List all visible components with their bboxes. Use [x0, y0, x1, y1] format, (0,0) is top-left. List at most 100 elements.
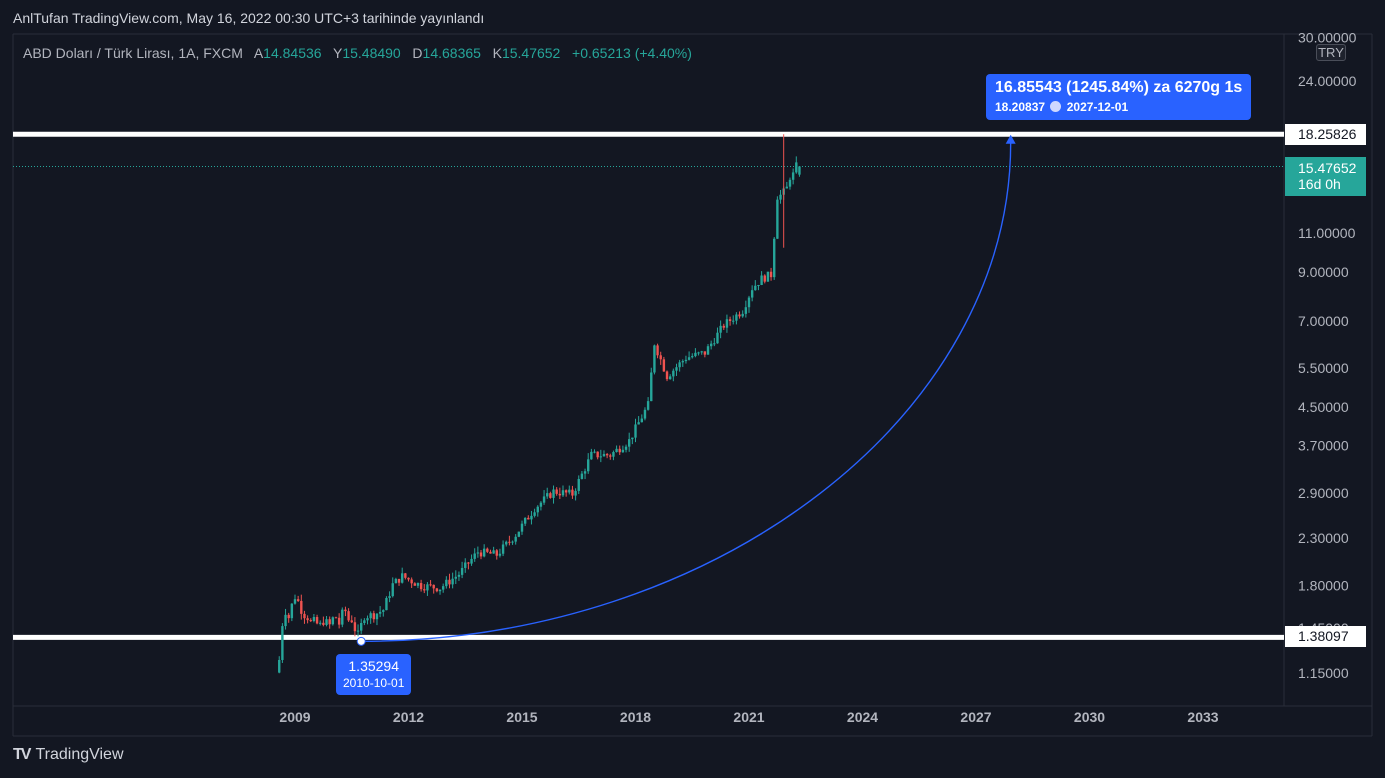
currency-button[interactable]: TRY: [1316, 44, 1346, 61]
candle-body: [580, 473, 584, 479]
candle-body: [492, 550, 495, 554]
candle-body: [309, 620, 312, 622]
candle-body: [445, 579, 448, 587]
candle-body: [315, 617, 319, 624]
candle-body: [378, 611, 382, 614]
low-label: D: [412, 45, 423, 61]
candle-body: [754, 285, 757, 291]
projection-curve: [361, 142, 1012, 643]
candle-body: [668, 376, 672, 380]
candle-body: [665, 371, 669, 380]
time-tick-label: 2015: [506, 709, 537, 725]
candle-body: [599, 456, 603, 458]
time-tick-label: 2018: [620, 709, 651, 725]
candle-body: [653, 345, 656, 373]
candle-body: [539, 502, 543, 507]
candle-body: [451, 578, 454, 585]
candle-body: [296, 599, 300, 601]
candle-body: [363, 620, 366, 624]
time-tick-label: 2012: [393, 709, 424, 725]
candle-body: [593, 451, 596, 453]
candle-body: [385, 598, 388, 611]
candle-body: [773, 238, 776, 278]
candle-body: [552, 489, 555, 498]
candle-body: [517, 531, 521, 537]
candle-body: [520, 523, 524, 532]
candle-body: [542, 496, 546, 503]
candle-body: [703, 351, 707, 355]
candle-body: [353, 622, 357, 632]
tradingview-logo-icon: TV: [13, 746, 32, 763]
close-label: K: [492, 45, 502, 61]
symbol-name[interactable]: ABD Doları / Türk Lirası, 1A, FXCM: [23, 45, 243, 61]
current-price-value: 15.47652: [1298, 160, 1357, 176]
candle-body: [564, 490, 568, 493]
candle-body: [388, 596, 391, 599]
candle-body: [489, 551, 492, 554]
candle-body: [347, 611, 350, 621]
price-tick-label: 24.00000: [1298, 73, 1357, 89]
candle-body: [341, 609, 344, 625]
price-tick-label: 3.70000: [1298, 437, 1349, 453]
candle-body: [372, 613, 376, 620]
price-tick-label: 30.00000: [1298, 30, 1357, 46]
close-value: 15.47652: [501, 45, 561, 61]
candle-body: [448, 579, 451, 585]
candle-body: [505, 541, 508, 545]
candle-body: [643, 409, 647, 419]
candle-body: [426, 584, 429, 591]
candle-body: [416, 583, 420, 586]
time-tick-label: 2021: [733, 709, 764, 725]
candle-body: [700, 351, 703, 353]
candle-body: [687, 357, 691, 360]
projection-arrowhead: [1005, 134, 1016, 144]
candle-body: [574, 490, 577, 496]
candle-body: [328, 619, 331, 625]
candle-body: [738, 314, 741, 317]
candle-body: [624, 446, 628, 450]
measure-callout: 16.85543 (1245.84%) za 6270g 1s 18.20837…: [986, 74, 1252, 120]
candle-body: [546, 493, 549, 497]
price-tick-label: 1.80000: [1298, 578, 1349, 594]
candle-body: [281, 626, 284, 660]
candle-body: [558, 493, 562, 496]
candle-body: [429, 584, 432, 586]
candle-body: [725, 319, 729, 328]
candle-body: [555, 489, 558, 494]
candle-body: [284, 614, 287, 627]
candle-body: [369, 613, 372, 619]
candle-body: [479, 552, 483, 557]
candle-body: [464, 562, 467, 568]
candle-body: [300, 600, 303, 614]
candle-body: [394, 578, 398, 584]
candle-body: [467, 562, 470, 564]
candle-body: [590, 451, 593, 460]
candle-body: [583, 471, 587, 474]
candle-body: [744, 307, 748, 314]
candle-body: [776, 199, 779, 239]
candle-body: [495, 550, 498, 556]
candle-body: [397, 578, 401, 583]
candle-body: [404, 573, 407, 578]
candle-body: [561, 490, 565, 496]
start-point-date: 2010-10-01: [343, 676, 405, 690]
start-point-price: 1.35294: [348, 658, 399, 674]
start-point-callout: 1.35294 2010-10-01: [336, 654, 412, 695]
candle-body: [681, 361, 684, 363]
candle-body: [501, 544, 505, 554]
candle-body: [577, 478, 580, 491]
tradingview-logo[interactable]: TV TradingView: [13, 746, 124, 764]
candle-body: [798, 166, 801, 175]
projection-start-point: [356, 636, 366, 646]
candle-body: [356, 630, 360, 632]
candle-body: [722, 325, 725, 328]
lower-level-label: 1.38097: [1285, 626, 1366, 647]
candle-body: [460, 567, 464, 575]
candle-body: [795, 162, 798, 173]
candle-body: [366, 618, 369, 621]
candle-body: [400, 573, 404, 583]
candle-body: [290, 603, 294, 619]
candle-body: [750, 290, 754, 298]
logo-text: TradingView: [35, 746, 124, 763]
